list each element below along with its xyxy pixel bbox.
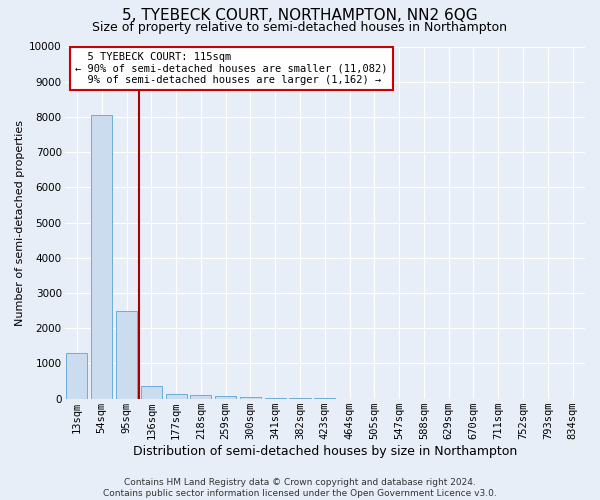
Bar bbox=[141, 386, 162, 398]
Bar bbox=[67, 353, 88, 399]
Text: 5 TYEBECK COURT: 115sqm
← 90% of semi-detached houses are smaller (11,082)
  9% : 5 TYEBECK COURT: 115sqm ← 90% of semi-de… bbox=[75, 52, 388, 85]
Text: Contains HM Land Registry data © Crown copyright and database right 2024.
Contai: Contains HM Land Registry data © Crown c… bbox=[103, 478, 497, 498]
Bar bbox=[240, 397, 261, 398]
Bar bbox=[166, 394, 187, 398]
X-axis label: Distribution of semi-detached houses by size in Northampton: Distribution of semi-detached houses by … bbox=[133, 444, 517, 458]
Y-axis label: Number of semi-detached properties: Number of semi-detached properties bbox=[15, 120, 25, 326]
Bar bbox=[116, 310, 137, 398]
Text: Size of property relative to semi-detached houses in Northampton: Size of property relative to semi-detach… bbox=[92, 21, 508, 34]
Bar bbox=[215, 396, 236, 398]
Text: 5, TYEBECK COURT, NORTHAMPTON, NN2 6QG: 5, TYEBECK COURT, NORTHAMPTON, NN2 6QG bbox=[122, 8, 478, 22]
Bar bbox=[91, 115, 112, 399]
Bar bbox=[190, 395, 211, 398]
